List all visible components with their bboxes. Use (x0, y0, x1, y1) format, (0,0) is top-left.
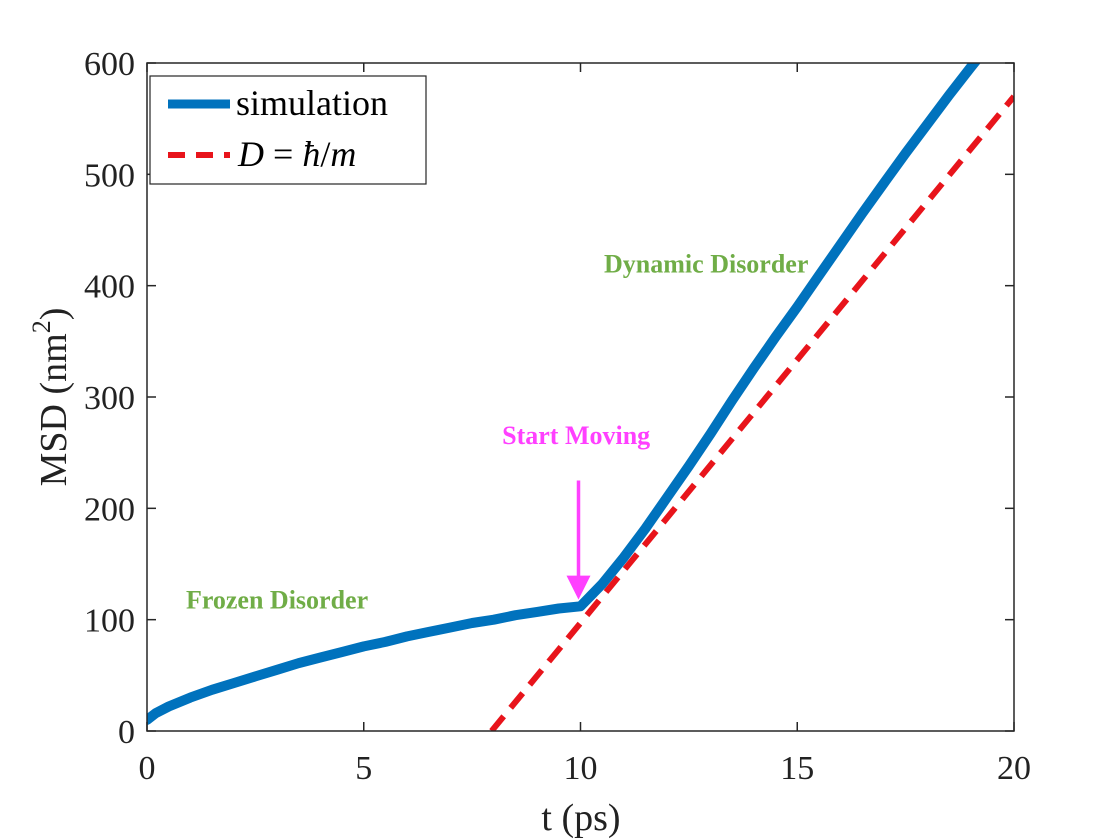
legend: simulation D = ħ/m (149, 75, 427, 185)
legend-fit-m: m (330, 134, 356, 174)
x-tick-label: 10 (564, 750, 598, 787)
x-tick-label: 5 (355, 750, 372, 787)
arrow-head (566, 575, 591, 600)
y-axis-title: MSD (nm2) (27, 308, 75, 487)
y-tick-label: 100 (84, 603, 135, 640)
legend-fit-slash: / (320, 134, 330, 174)
legend-box (149, 75, 427, 185)
y-axis-title-sup: 2 (27, 320, 56, 333)
legend-fit-hbar: ħ (302, 134, 320, 174)
x-axis-title: t (ps) (541, 797, 620, 839)
annotation-dynamic-disorder: Dynamic Disorder (604, 249, 808, 278)
y-tick-label: 600 (84, 46, 135, 83)
x-tick-label: 15 (780, 750, 814, 787)
y-tick-label: 200 (84, 491, 135, 528)
y-tick-label: 0 (118, 714, 135, 751)
annotation-frozen-disorder: Frozen Disorder (186, 586, 368, 615)
legend-fit-d: D (237, 134, 264, 174)
series-fit-line (489, 94, 1014, 731)
y-tick-label: 400 (84, 269, 135, 306)
annotation-layer: Frozen Disorder Dynamic Disorder Start Mov… (186, 249, 808, 614)
y-tick-label: 500 (84, 157, 135, 194)
annotation-start-moving: Start Moving (502, 421, 650, 450)
x-tick-label: 0 (139, 750, 156, 787)
y-axis-title-base: MSD (nm (33, 333, 75, 486)
x-tick-label: 20 (997, 750, 1031, 787)
legend-simulation-label: simulation (236, 83, 388, 123)
legend-fit-label: D = ħ/m (237, 134, 356, 174)
series-layer (147, 63, 1014, 731)
y-axis-title-close: ) (33, 308, 75, 321)
legend-fit-eq: = (264, 134, 302, 174)
y-tick-label: 300 (84, 380, 135, 417)
series-simulation-line (147, 63, 981, 725)
